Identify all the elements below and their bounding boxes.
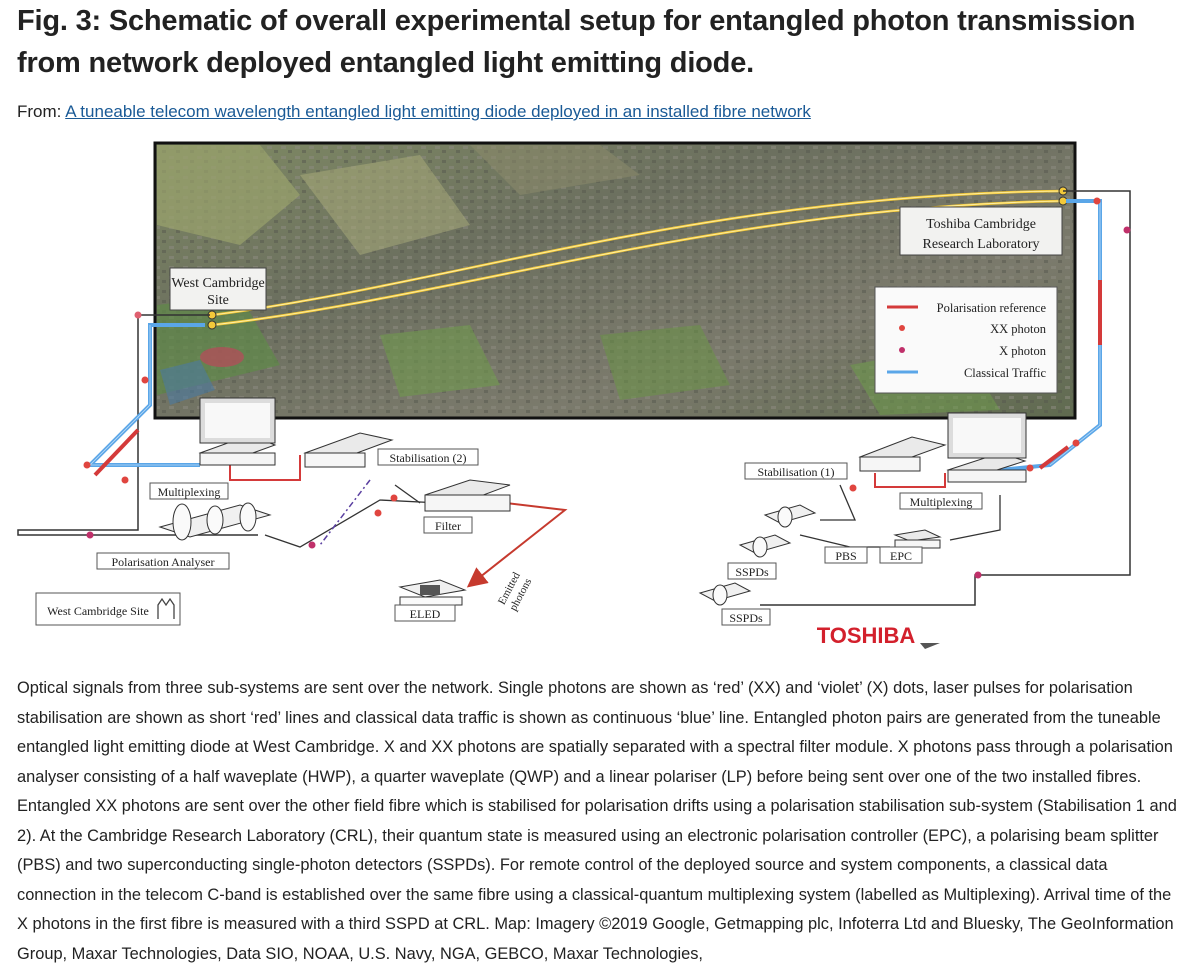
svg-text:Stabilisation (2): Stabilisation (2) (390, 451, 467, 465)
svg-text:XX photon: XX photon (990, 322, 1047, 336)
svg-text:West Cambridge Site: West Cambridge Site (47, 604, 149, 618)
legend-entry-xx-photon: XX photon (899, 322, 1047, 336)
west-cambridge-site-label: West Cambridge Site (169, 267, 267, 311)
svg-text:Multiplexing: Multiplexing (910, 495, 973, 509)
svg-text:Multiplexing: Multiplexing (158, 485, 221, 499)
svg-text:Filter: Filter (435, 519, 461, 533)
svg-text:Research Laboratory: Research Laboratory (923, 237, 1040, 252)
experimental-setup-figure: West Cambridge Site Toshiba Cambridge Re… (17, 141, 1131, 649)
svg-text:ELED: ELED (410, 607, 441, 621)
svg-text:Classical Traffic: Classical Traffic (964, 366, 1047, 380)
west-fibre-paths (17, 311, 568, 588)
multiplexing-west: Multiplexing (149, 397, 277, 500)
west-cambridge-building-icon (157, 597, 175, 619)
multiplexing-toshiba: Multiplexing (899, 412, 1027, 510)
sspd-detector-single: SSPDs (698, 582, 771, 626)
svg-text:Stabilisation (1): Stabilisation (1) (758, 465, 835, 479)
sspd-detectors-pair: SSPDs (727, 504, 817, 580)
legend-entry-classical-traffic: Classical Traffic (887, 366, 1046, 380)
epc-unit: EPC (879, 529, 942, 564)
aerial-map (153, 141, 1077, 420)
toshiba-cambridge-lab-label: Toshiba Cambridge Research Laboratory (899, 206, 1063, 256)
figure-legend: Polarisation reference XX photon X photo… (874, 286, 1058, 394)
stabilisation-1-unit: Stabilisation (1) (744, 436, 947, 480)
svg-text:West Cambridge: West Cambridge (171, 276, 264, 291)
svg-text:SSPDs: SSPDs (729, 611, 763, 625)
eled-source: ELED (394, 579, 467, 622)
svg-text:Polarisation Analyser: Polarisation Analyser (112, 555, 215, 569)
svg-text:Site: Site (207, 293, 229, 308)
legend-entry-polarisation-reference: Polarisation reference (887, 301, 1046, 315)
legend-entry-x-photon: X photon (899, 344, 1047, 358)
pbs-unit: PBS (824, 546, 868, 564)
source-line: From: A tuneable telecom wavelength enta… (17, 100, 811, 124)
stabilisation-2-unit: Stabilisation (2) (303, 432, 479, 468)
toshiba-logo: TOSHIBA (817, 623, 940, 649)
svg-text:PBS: PBS (835, 549, 856, 563)
emitted-photons-label: Emitted photons (496, 570, 534, 613)
polarisation-analyser-unit: Polarisation Analyser (96, 502, 272, 570)
figure-title: Fig. 3: Schematic of overall experimenta… (17, 5, 1136, 79)
figure-caption: Optical signals from three sub-systems a… (17, 679, 1177, 963)
filter-unit: Filter (423, 479, 511, 534)
svg-text:TOSHIBA: TOSHIBA (817, 623, 916, 648)
svg-text:SSPDs: SSPDs (735, 565, 769, 579)
west-cambridge-site-badge: West Cambridge Site (35, 592, 181, 626)
from-label: From: (17, 102, 62, 121)
svg-text:EPC: EPC (890, 549, 912, 563)
svg-text:X photon: X photon (999, 344, 1047, 358)
svg-text:Toshiba Cambridge: Toshiba Cambridge (926, 217, 1036, 232)
svg-text:Polarisation reference: Polarisation reference (937, 301, 1047, 315)
source-article-link[interactable]: A tuneable telecom wavelength entangled … (65, 102, 811, 121)
